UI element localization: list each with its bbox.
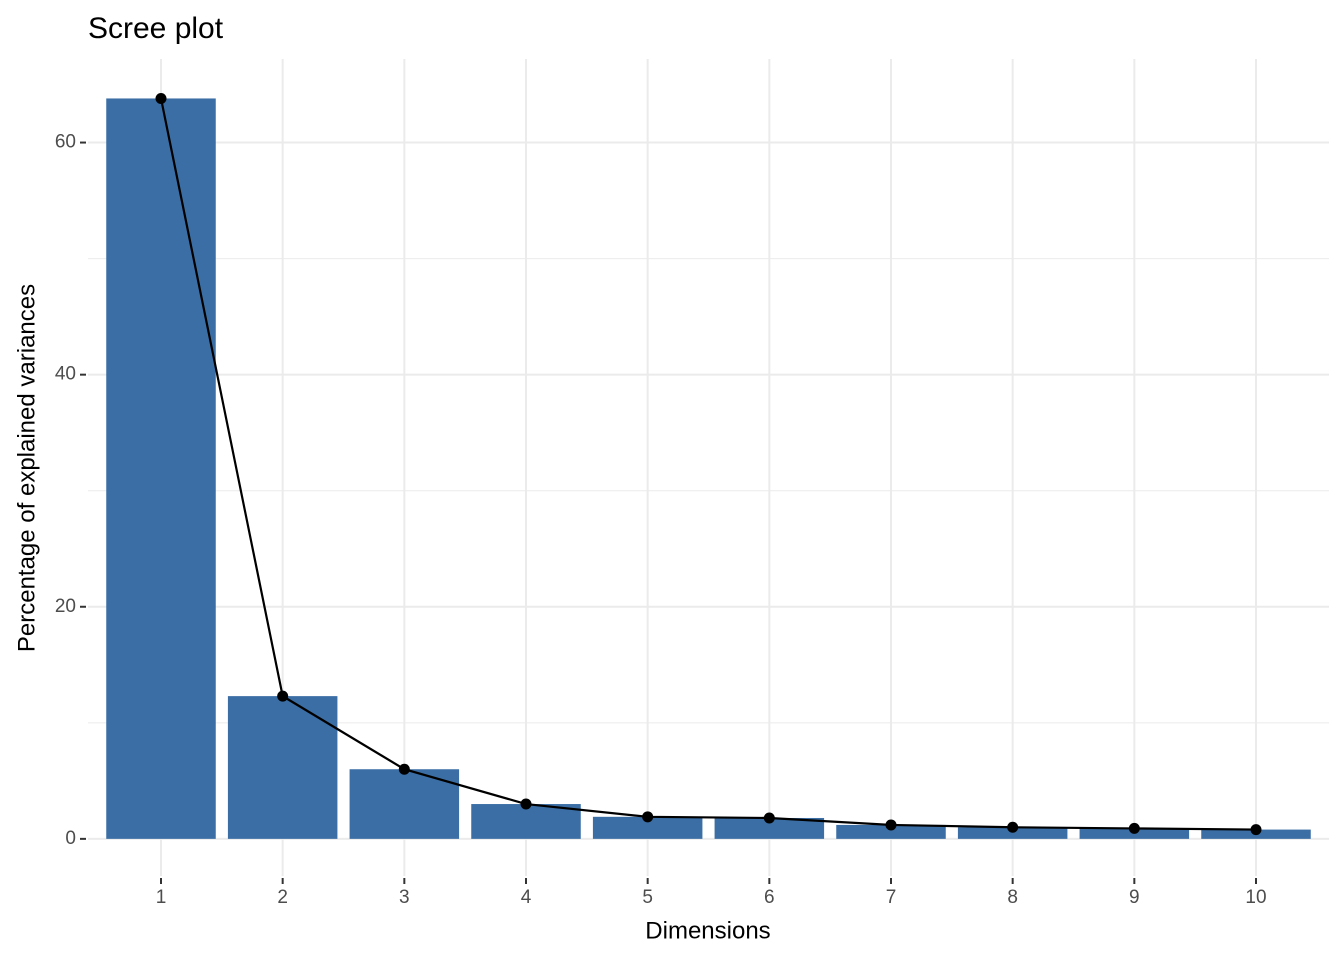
point [1250, 824, 1262, 836]
bar [106, 98, 216, 839]
line [159, 98, 1257, 831]
point [277, 690, 289, 702]
x-tick-label: 10 [1245, 887, 1266, 908]
bar [227, 696, 338, 839]
bar [957, 827, 1068, 839]
chart-title: Scree plot [88, 12, 224, 45]
point [520, 798, 532, 810]
x-tick-label: 8 [1007, 887, 1018, 908]
y-tick-label: 20 [55, 596, 76, 617]
point [642, 811, 654, 823]
x-tick-label: 3 [399, 887, 410, 908]
y-axis-title: Percentage of explained variances [13, 284, 40, 652]
point [398, 763, 410, 775]
bar [592, 816, 703, 839]
point [1007, 821, 1019, 833]
y-tick-label: 60 [55, 132, 76, 153]
point [1128, 822, 1140, 834]
point [763, 812, 775, 824]
x-tick-label: 2 [277, 887, 288, 908]
x-tick-label: 9 [1129, 887, 1140, 908]
bar [349, 769, 460, 839]
bar [714, 817, 825, 839]
y-tick-label: 0 [65, 828, 76, 849]
point [155, 92, 167, 104]
bar [836, 824, 946, 839]
x-tick-label: 6 [764, 887, 775, 908]
x-tick-label: 7 [886, 887, 897, 908]
x-tick-label: 5 [642, 887, 653, 908]
x-tick-label: 4 [521, 887, 532, 908]
point [885, 819, 897, 831]
bar [471, 804, 581, 839]
x-tick-label: 1 [156, 887, 167, 908]
x-axis-title: Dimensions [645, 917, 770, 944]
y-tick-label: 40 [55, 364, 76, 385]
